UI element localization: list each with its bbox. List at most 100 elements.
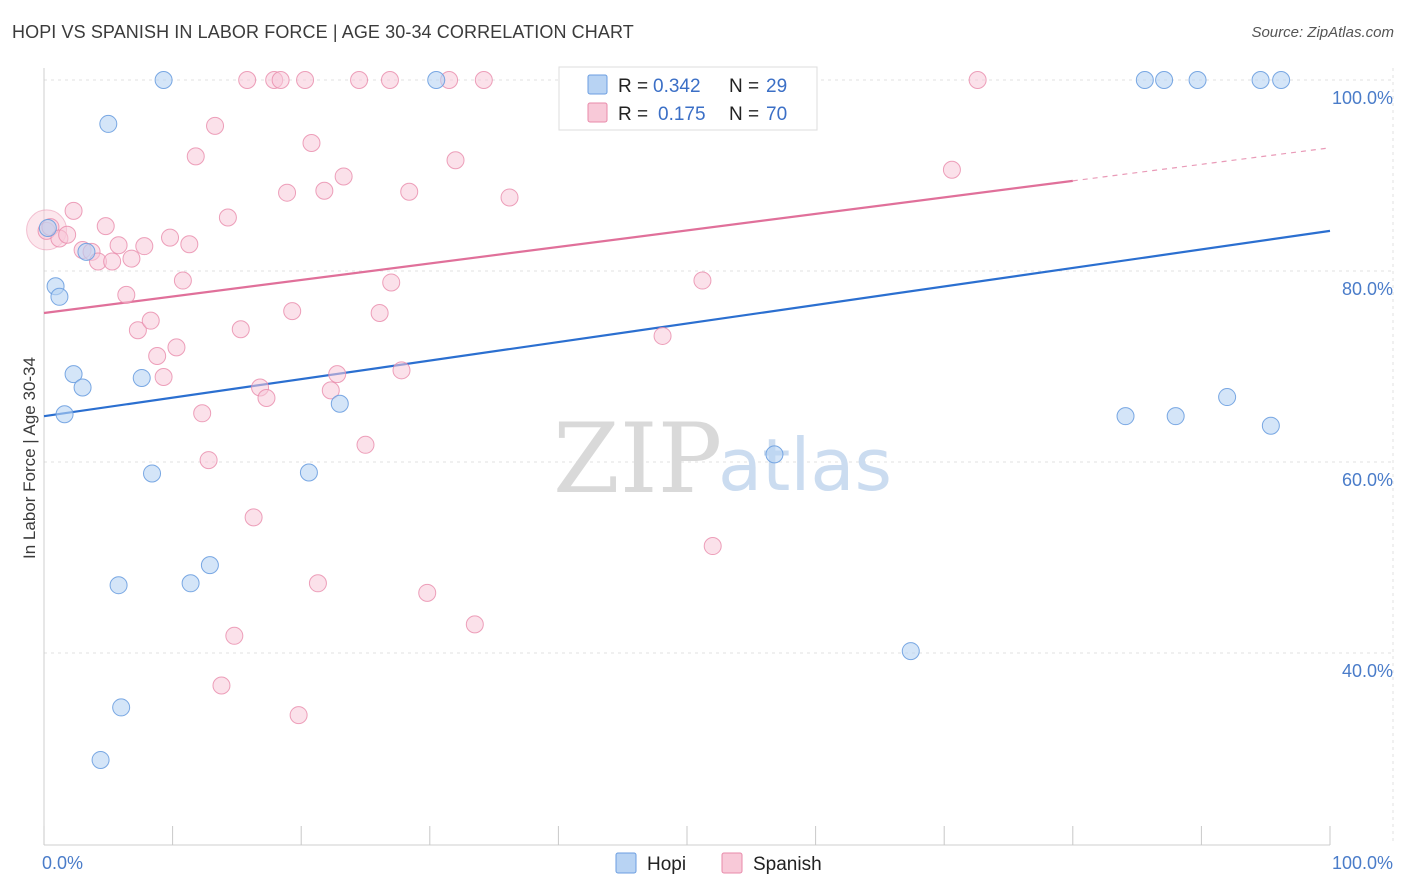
legend-n-value-1: 29 — [766, 76, 787, 97]
data-point-spanish — [289, 706, 308, 725]
data-point-hopi — [1218, 388, 1237, 407]
data-point-spanish — [334, 167, 353, 186]
data-point-spanish — [206, 116, 225, 135]
source-label: Source: ZipAtlas.com — [1251, 24, 1394, 41]
legend-r-label-2: R = — [618, 104, 648, 125]
y-tick-label: 40.0% — [1342, 661, 1393, 681]
legend-n-label-2: N = — [729, 104, 759, 125]
data-point-hopi — [154, 71, 173, 89]
data-point-spanish — [465, 615, 484, 634]
data-point-hopi — [299, 463, 318, 482]
watermark-atlas: atlas — [718, 423, 892, 507]
data-point-spanish — [321, 381, 340, 400]
data-point-hopi — [1251, 71, 1270, 89]
data-point-spanish — [308, 574, 327, 593]
bottom-legend-spanish: Spanish — [753, 854, 822, 875]
data-point-spanish — [225, 626, 244, 645]
data-point-hopi — [109, 576, 128, 595]
data-point-spanish — [218, 208, 237, 227]
data-point-spanish — [418, 583, 437, 602]
data-point-spanish — [212, 676, 231, 695]
data-point-spanish — [96, 217, 115, 236]
data-point-hopi — [200, 556, 219, 575]
data-point-spanish — [64, 201, 83, 220]
data-point-hopi — [64, 365, 83, 384]
data-point-spanish — [942, 160, 961, 179]
data-point-spanish — [278, 183, 297, 202]
bottom-legend-swatch-hopi — [615, 852, 637, 874]
x-tick-label-max: 100.0% — [1332, 853, 1393, 873]
data-point-spanish — [380, 71, 399, 89]
data-point-hopi — [99, 114, 118, 133]
data-point-hopi — [132, 368, 151, 387]
x-tick-label-min: 0.0% — [42, 853, 83, 873]
data-point-hopi — [765, 445, 784, 464]
data-point-spanish — [328, 365, 347, 384]
data-point-spanish — [161, 228, 180, 247]
y-tick-label: 60.0% — [1342, 470, 1393, 490]
legend-swatch-spanish — [587, 102, 608, 123]
chart-title: HOPI VS SPANISH IN LABOR FORCE | AGE 30-… — [12, 22, 634, 42]
y-tick-label: 100.0% — [1332, 88, 1393, 108]
data-point-spanish — [474, 71, 493, 89]
data-point-spanish — [302, 134, 321, 153]
data-point-hopi — [1116, 407, 1135, 426]
data-point-spanish — [103, 252, 122, 271]
data-point-spanish — [167, 338, 186, 357]
data-point-hopi — [181, 574, 200, 593]
data-point-spanish — [703, 537, 722, 556]
legend-n-value-2: 70 — [766, 104, 787, 125]
data-point-spanish — [173, 271, 192, 290]
data-point-spanish — [58, 225, 77, 244]
data-point-spanish — [382, 273, 401, 292]
data-point-spanish — [109, 236, 128, 255]
legend-r-value-1: 0.342 — [653, 76, 701, 97]
data-point-spanish — [122, 249, 141, 268]
data-point-spanish — [653, 326, 672, 345]
bottom-legend-hopi: Hopi — [647, 854, 686, 875]
data-point-spanish — [244, 508, 263, 527]
data-point-hopi — [38, 219, 57, 238]
data-point-hopi — [330, 394, 349, 413]
trend-layer — [43, 147, 1331, 418]
data-point-hopi — [73, 378, 92, 397]
data-point-spanish — [148, 346, 167, 365]
data-point-spanish — [356, 435, 375, 454]
data-point-spanish — [283, 302, 302, 321]
data-point-spanish — [117, 285, 136, 304]
data-point-spanish — [296, 71, 315, 89]
data-point-spanish — [199, 451, 218, 470]
legend-n-label-1: N = — [729, 76, 759, 97]
data-point-spanish — [392, 361, 411, 380]
y-tick-label: 80.0% — [1342, 279, 1393, 299]
data-point-spanish — [128, 321, 147, 340]
data-point-spanish — [500, 188, 519, 207]
data-point-spanish — [238, 71, 257, 89]
data-point-hopi — [112, 698, 131, 717]
data-point-spanish — [350, 71, 369, 89]
bottom-legend: Hopi Spanish — [615, 852, 822, 875]
data-point-spanish — [141, 311, 160, 330]
data-point-spanish — [180, 235, 199, 254]
data-point-hopi — [1261, 416, 1280, 435]
data-point-hopi — [901, 642, 920, 661]
data-point-hopi — [143, 464, 162, 483]
data-point-spanish — [400, 182, 419, 201]
data-point-spanish — [193, 404, 212, 423]
legend-r-label-1: R = — [618, 76, 648, 97]
data-point-spanish — [154, 368, 173, 387]
data-point-hopi — [55, 405, 74, 424]
data-point-spanish — [693, 271, 712, 290]
trend-line-spanish — [43, 179, 1073, 315]
bottom-legend-swatch-spanish — [721, 852, 743, 874]
points-layer — [26, 71, 1291, 769]
data-point-spanish — [271, 71, 290, 89]
y-axis-label: In Labor Force | Age 30-34 — [20, 357, 39, 559]
data-point-hopi — [1166, 407, 1185, 426]
axes-layer: 40.0% 60.0% 80.0% 100.0% 0.0% 100.0% — [42, 68, 1393, 873]
data-point-spanish — [370, 304, 389, 323]
data-point-spanish — [257, 389, 276, 408]
data-point-hopi — [1188, 71, 1207, 89]
data-point-spanish — [186, 147, 205, 166]
